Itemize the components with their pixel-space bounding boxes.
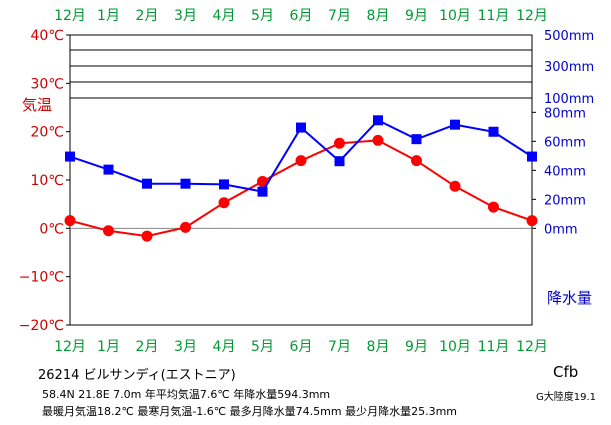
precipitation-point (450, 119, 460, 130)
temperature-point (103, 225, 114, 237)
precip-tick-label: 40mm (544, 164, 586, 179)
month-label-bottom: 11月 (478, 339, 510, 355)
temperature-point (334, 137, 345, 149)
temp-tick-label: 20℃ (30, 125, 64, 141)
precipitation-point (65, 151, 75, 162)
precipitation-point (180, 178, 191, 189)
temperature-point (372, 134, 384, 146)
month-label-top: 1月 (97, 8, 120, 24)
station-name: 26214 ビルサンディ(エストニア) (38, 368, 236, 383)
temperature-point (218, 197, 230, 209)
precipitation-point (488, 126, 499, 137)
month-label-bottom: 5月 (251, 339, 274, 355)
month-label-bottom: 1月 (97, 339, 120, 355)
temperature-point (295, 155, 307, 167)
month-label-top: 4月 (213, 8, 236, 24)
precip-tick-label: 300mm (544, 60, 594, 75)
temp-tick-label: −20℃ (19, 318, 64, 334)
month-label-top: 9月 (405, 8, 428, 24)
precipitation-point (373, 115, 383, 126)
month-label-bottom: 8月 (367, 339, 390, 355)
precipitation-point (257, 186, 268, 197)
precip-axis-label: 降水量 (547, 289, 592, 307)
month-label-top: 11月 (478, 8, 510, 24)
temp-tick-label: 0℃ (39, 221, 64, 237)
month-label-top: 3月 (174, 8, 197, 24)
precipitation-point (103, 164, 114, 175)
koppen-classification: Cfb (553, 363, 579, 381)
temperature-point (449, 180, 461, 192)
station-stats-line-1: 58.4N 21.8E 7.0m 年平均気温7.6℃ 年降水量594.3mm (42, 388, 331, 401)
precipitation-point (334, 156, 345, 167)
month-label-top: 12月 (54, 8, 86, 24)
month-label-bottom: 7月 (328, 339, 351, 355)
temp-tick-label: 30℃ (30, 76, 64, 92)
temperature-point (526, 215, 538, 227)
month-label-top: 8月 (367, 8, 390, 24)
temp-tick-label: −10℃ (19, 270, 64, 286)
temp-axis-label: 気温 (22, 96, 52, 114)
precip-tick-label: 0mm (544, 222, 578, 237)
temp-tick-label: 10℃ (30, 173, 64, 189)
month-label-bottom: 12月 (516, 339, 548, 355)
month-label-bottom: 6月 (290, 339, 313, 355)
month-label-bottom: 3月 (174, 339, 197, 355)
month-label-top: 7月 (328, 8, 351, 24)
month-label-bottom: 9月 (405, 339, 428, 355)
precip-tick-label: 100mm (544, 92, 594, 107)
month-label-bottom: 2月 (136, 339, 159, 355)
precipitation-point (219, 179, 229, 190)
precipitation-point (142, 178, 152, 189)
precipitation-point (411, 134, 422, 145)
month-label-top: 12月 (516, 8, 548, 24)
precip-tick-label: 80mm (544, 106, 586, 121)
temperature-point (141, 230, 153, 242)
temperature-point (180, 221, 191, 233)
precipitation-point (296, 122, 306, 133)
month-label-bottom: 4月 (213, 339, 236, 355)
month-label-bottom: 10月 (439, 339, 471, 355)
temperature-point (411, 155, 422, 167)
precipitation-point (527, 151, 537, 162)
month-label-top: 2月 (136, 8, 159, 24)
month-label-top: 5月 (251, 8, 274, 24)
temperature-point (64, 215, 76, 227)
temperature-line (69, 139, 533, 238)
temperature-point (488, 201, 499, 213)
temp-tick-label: 40℃ (30, 28, 64, 44)
month-label-top: 6月 (290, 8, 313, 24)
temperature-point (257, 175, 268, 187)
precip-tick-label: 20mm (544, 193, 586, 208)
continentality-index: G大陸度19.1 (536, 392, 597, 403)
station-stats-line-2: 最暖月気温18.2℃ 最寒月気温-1.6℃ 最多月降水量74.5mm 最少月降水… (42, 405, 457, 418)
precip-tick-label: 500mm (544, 29, 594, 44)
month-label-bottom: 12月 (54, 339, 86, 355)
month-label-top: 10月 (439, 8, 471, 24)
precip-tick-label: 60mm (544, 135, 586, 150)
